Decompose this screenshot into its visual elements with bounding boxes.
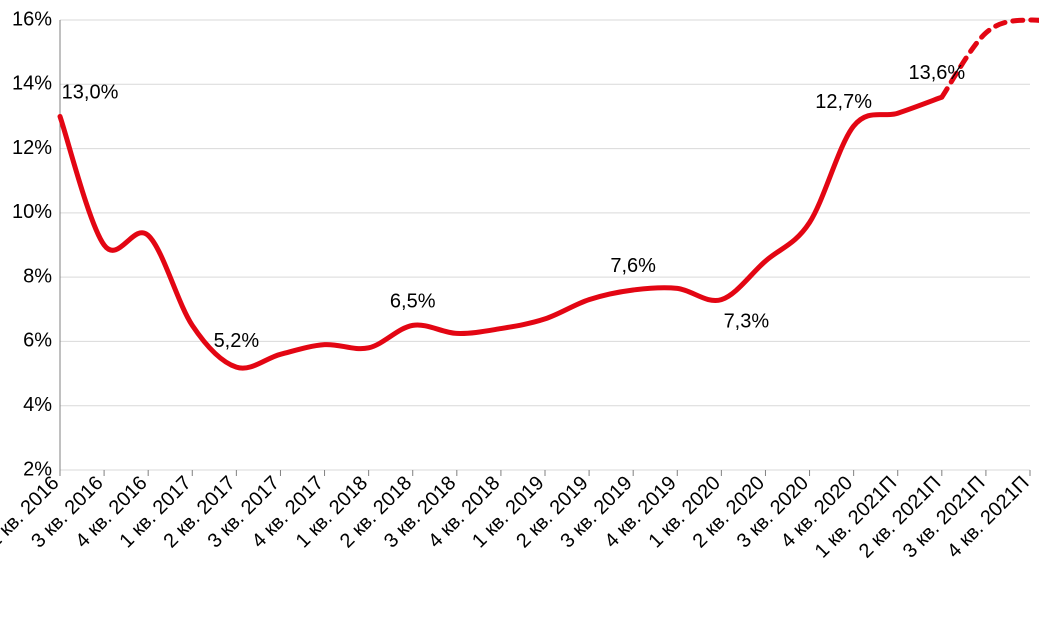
y-tick-label: 10%	[12, 201, 52, 223]
data-label: 13,6%	[908, 62, 965, 84]
y-tick-label: 6%	[23, 330, 52, 352]
data-label: 12,7%	[815, 91, 872, 113]
data-label: 7,6%	[610, 255, 656, 277]
line-chart: 2%4%6%8%10%12%14%16%2 кв. 20163 кв. 2016…	[0, 0, 1039, 617]
y-tick-label: 14%	[12, 73, 52, 95]
data-label: 6,5%	[390, 290, 436, 312]
data-label: 13,0%	[62, 81, 119, 103]
series-actual	[60, 97, 942, 368]
y-tick-label: 16%	[12, 8, 52, 30]
series-forecast	[942, 20, 1039, 97]
chart-container: 2%4%6%8%10%12%14%16%2 кв. 20163 кв. 2016…	[0, 0, 1039, 617]
y-tick-label: 4%	[23, 394, 52, 416]
y-tick-label: 12%	[12, 137, 52, 159]
data-label: 5,2%	[214, 330, 260, 352]
data-label: 7,3%	[724, 311, 770, 333]
y-tick-label: 8%	[23, 265, 52, 287]
